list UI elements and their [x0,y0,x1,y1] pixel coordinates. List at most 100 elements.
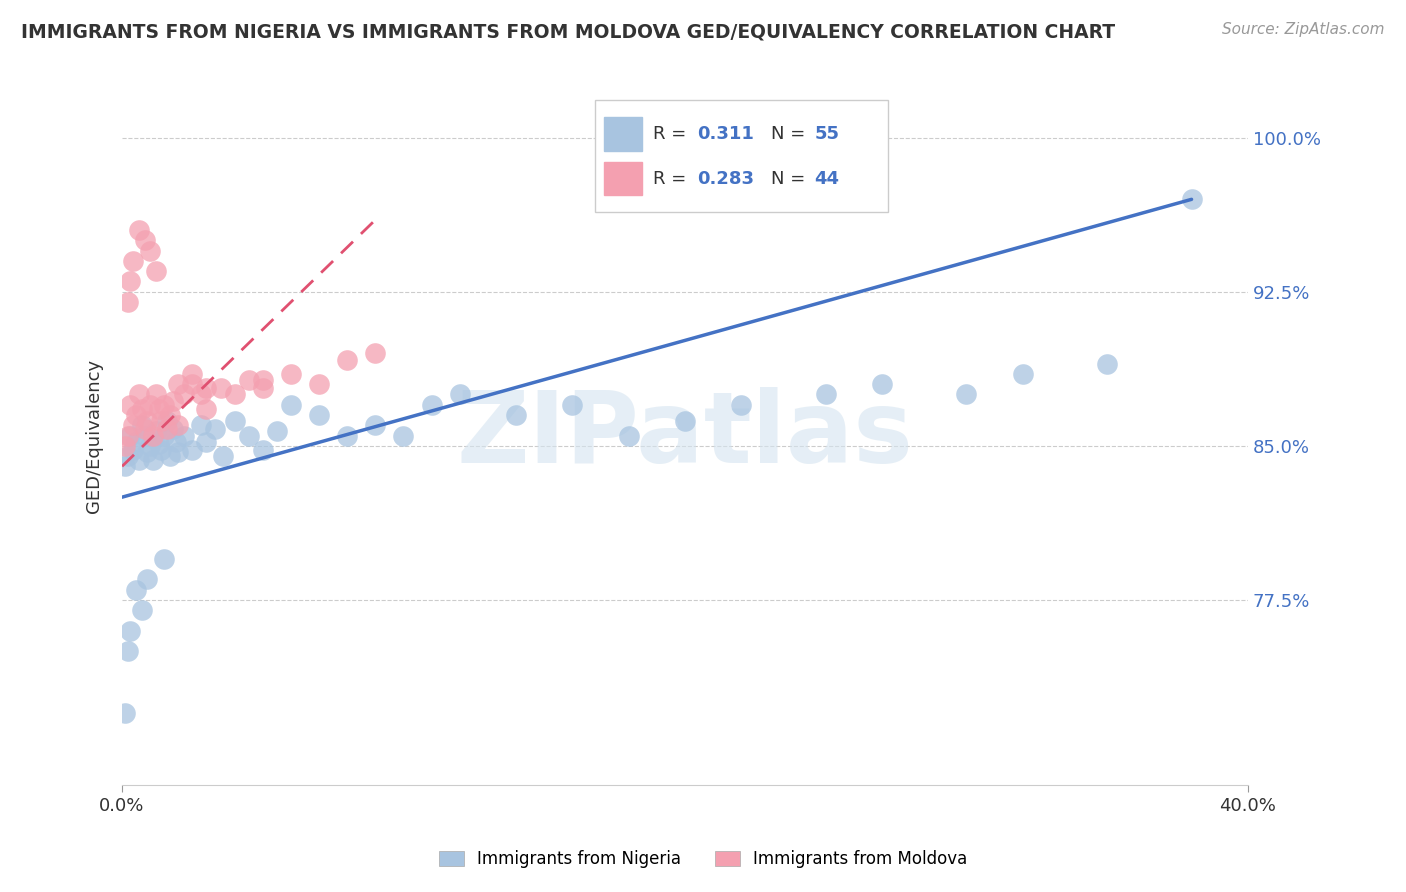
Point [136,414,159,428]
Point [209,381,232,395]
Point [224,387,246,401]
Point [165,434,187,449]
Point [120,624,142,638]
Point [195,434,218,449]
Point [125,408,148,422]
Point [117,428,139,442]
Point [136,445,159,459]
Point [117,295,139,310]
Point [181,367,204,381]
Text: ZIPatlas: ZIPatlas [457,387,914,484]
Point [139,439,162,453]
Point [252,381,274,395]
Point [955,387,977,401]
Point [153,551,176,566]
Point [131,418,153,433]
Point [134,234,156,248]
Point [212,449,235,463]
Point [153,428,176,442]
Point [156,414,179,428]
Point [139,398,162,412]
Point [128,223,150,237]
Legend: Immigrants from Nigeria, Immigrants from Moldova: Immigrants from Nigeria, Immigrants from… [432,844,974,875]
Point [167,377,190,392]
Point [142,453,165,467]
Point [252,373,274,387]
Point [266,425,288,439]
Point [280,398,302,412]
Point [238,428,260,442]
Point [134,422,156,436]
Point [122,418,145,433]
Point [204,422,226,436]
Point [392,428,415,442]
Point [617,428,640,442]
Text: IMMIGRANTS FROM NIGERIA VS IMMIGRANTS FROM MOLDOVA GED/EQUIVALENCY CORRELATION C: IMMIGRANTS FROM NIGERIA VS IMMIGRANTS FR… [21,22,1115,41]
Point [148,437,170,451]
Point [145,264,167,278]
Point [153,398,176,412]
Point [505,408,527,422]
Point [159,449,181,463]
Point [120,428,142,442]
Point [190,418,212,433]
Point [308,377,330,392]
Point [114,459,136,474]
Point [122,254,145,268]
Point [145,387,167,401]
Point [181,442,204,457]
Point [139,244,162,258]
Point [128,387,150,401]
Point [173,387,195,401]
Point [364,418,387,433]
Point [730,398,752,412]
Point [224,414,246,428]
Point [159,408,181,422]
Point [114,706,136,720]
Point [561,398,583,412]
Point [167,418,190,433]
Point [420,398,443,412]
Point [122,442,145,457]
Point [1095,357,1118,371]
Point [252,442,274,457]
Point [195,381,218,395]
Point [120,275,142,289]
Point [280,367,302,381]
Point [190,387,212,401]
Point [150,414,173,428]
Point [142,428,165,442]
Point [167,445,190,459]
Point [449,387,471,401]
Point [162,422,184,436]
Text: Source: ZipAtlas.com: Source: ZipAtlas.com [1222,22,1385,37]
Point [145,425,167,439]
Point [148,401,170,416]
Point [150,442,173,457]
Point [308,408,330,422]
Point [162,393,184,408]
Point [238,373,260,387]
Point [131,401,153,416]
Point [195,401,218,416]
Point [117,644,139,658]
Point [125,582,148,597]
Point [128,453,150,467]
Point [870,377,893,392]
Point [1011,367,1033,381]
Point [814,387,837,401]
Point [131,603,153,617]
Point [117,449,139,463]
Point [134,428,156,442]
Point [156,422,179,436]
Point [336,428,359,442]
Point [364,346,387,360]
Point [336,352,359,367]
Point [125,434,148,449]
Y-axis label: GED/Equivalency: GED/Equivalency [86,359,103,513]
Point [1180,192,1202,206]
Point [114,439,136,453]
Point [173,428,195,442]
Point [120,398,142,412]
Point [181,377,204,392]
